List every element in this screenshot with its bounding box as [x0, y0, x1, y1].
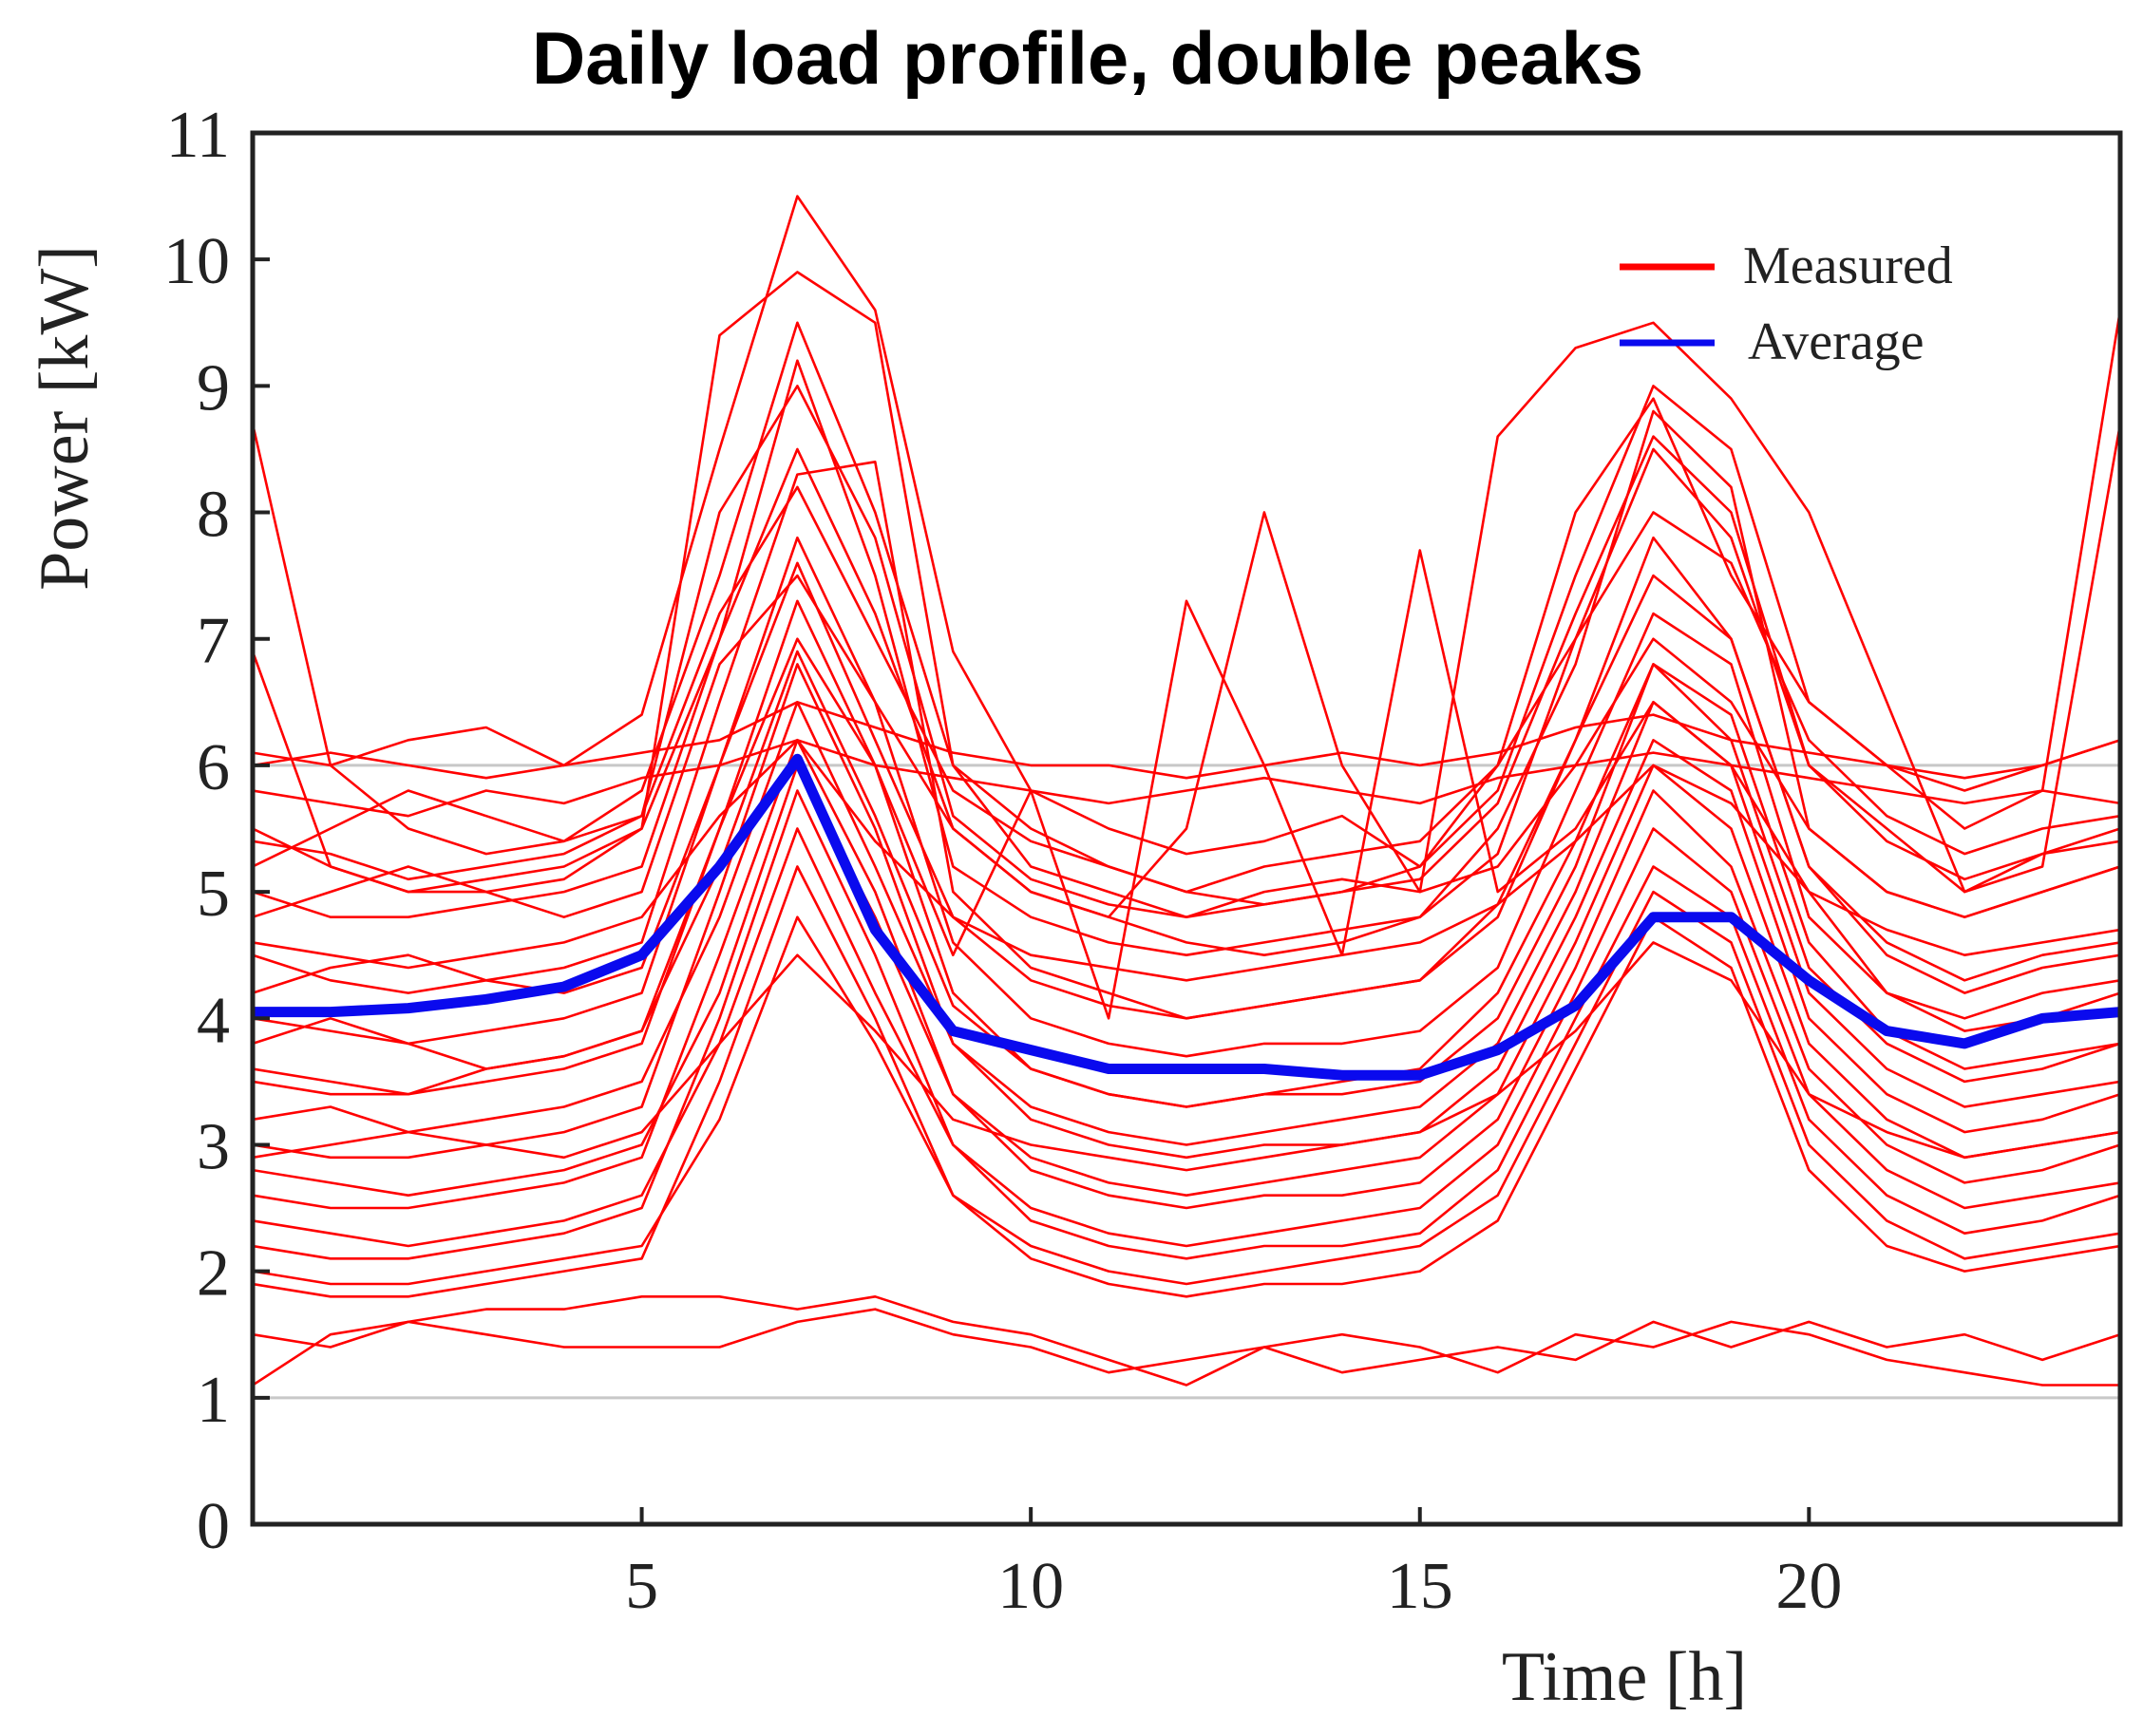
y-tick-label: 2 — [197, 1237, 230, 1311]
measured-line — [253, 1308, 2120, 1374]
x-axis: 5 10 15 20 — [625, 1507, 1842, 1623]
average-line — [253, 753, 2120, 1081]
measured-line — [253, 865, 2120, 1298]
y-axis-label: Power [kW] — [26, 245, 104, 591]
y-axis: 0 1 2 3 4 5 6 7 8 9 10 11 — [163, 99, 270, 1563]
measured-line — [253, 1295, 2120, 1387]
y-tick-label: 3 — [197, 1110, 230, 1183]
legend-average-label: Average — [1748, 312, 1925, 371]
x-tick-label: 10 — [997, 1550, 1064, 1623]
average-series — [253, 753, 2120, 1081]
measured-line — [253, 941, 2120, 1172]
measured-line — [253, 485, 2120, 894]
legend-measured-label: Measured — [1743, 236, 1953, 295]
measured-line — [253, 700, 2120, 780]
chart-title: Daily load profile, double peaks — [532, 16, 1643, 100]
y-tick-label: 8 — [197, 479, 230, 552]
x-tick-label: 5 — [625, 1550, 658, 1623]
x-tick-label: 15 — [1387, 1550, 1453, 1623]
x-tick-label: 20 — [1775, 1550, 1842, 1623]
measured-line — [253, 738, 2120, 818]
measured-line — [253, 700, 2120, 1146]
y-tick-label: 1 — [197, 1364, 230, 1437]
measured-line — [253, 650, 2120, 1108]
plot-frame — [250, 130, 2123, 1527]
y-tick-label: 0 — [197, 1490, 230, 1563]
y-tick-label: 10 — [163, 225, 230, 298]
measured-line — [253, 561, 2120, 1020]
measured-line — [253, 663, 2120, 1160]
x-axis-label: Time [h] — [1502, 1638, 1747, 1716]
measured-line — [253, 385, 2120, 919]
measured-line — [253, 511, 2120, 919]
y-tick-label: 6 — [197, 731, 230, 804]
y-tick-label: 11 — [166, 99, 230, 172]
measured-line — [253, 424, 2120, 957]
legend: Measured Average — [1620, 236, 1953, 371]
reference-lines — [253, 764, 2120, 1400]
measured-line — [253, 359, 2120, 957]
y-tick-label: 5 — [197, 858, 230, 931]
measured-line — [253, 738, 2120, 982]
measured-line — [253, 764, 2120, 1197]
measured-line — [253, 536, 2120, 1058]
y-tick-label: 4 — [197, 984, 230, 1057]
y-tick-label: 7 — [197, 605, 230, 678]
measured-line — [253, 460, 2120, 1020]
measured-line — [253, 789, 2120, 1260]
measured-line — [253, 738, 2120, 1210]
measured-line — [253, 890, 2120, 1286]
y-tick-label: 9 — [197, 351, 230, 425]
measured-series — [253, 195, 2120, 1387]
